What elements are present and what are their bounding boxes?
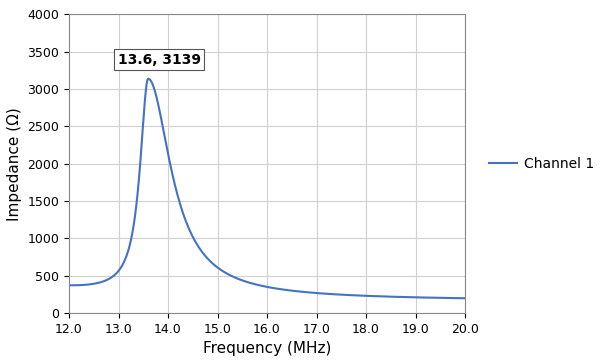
Channel 1 [110, 273, 118, 278]
Channel 1 [461, 296, 469, 300]
Channel 1 [454, 296, 461, 300]
Line: Channel 1: Channel 1 [69, 79, 465, 298]
Y-axis label: Impedance (Ω): Impedance (Ω) [7, 107, 22, 221]
Channel 1 [65, 283, 73, 287]
X-axis label: Frequency (MHz): Frequency (MHz) [203, 341, 331, 357]
Channel 1 [235, 277, 242, 281]
Channel 1 [145, 77, 152, 81]
Channel 1 [217, 268, 224, 272]
Text: 13.6, 3139: 13.6, 3139 [118, 53, 200, 67]
Legend: Channel 1: Channel 1 [484, 151, 600, 176]
Channel 1 [134, 190, 141, 195]
Channel 1 [411, 295, 418, 299]
